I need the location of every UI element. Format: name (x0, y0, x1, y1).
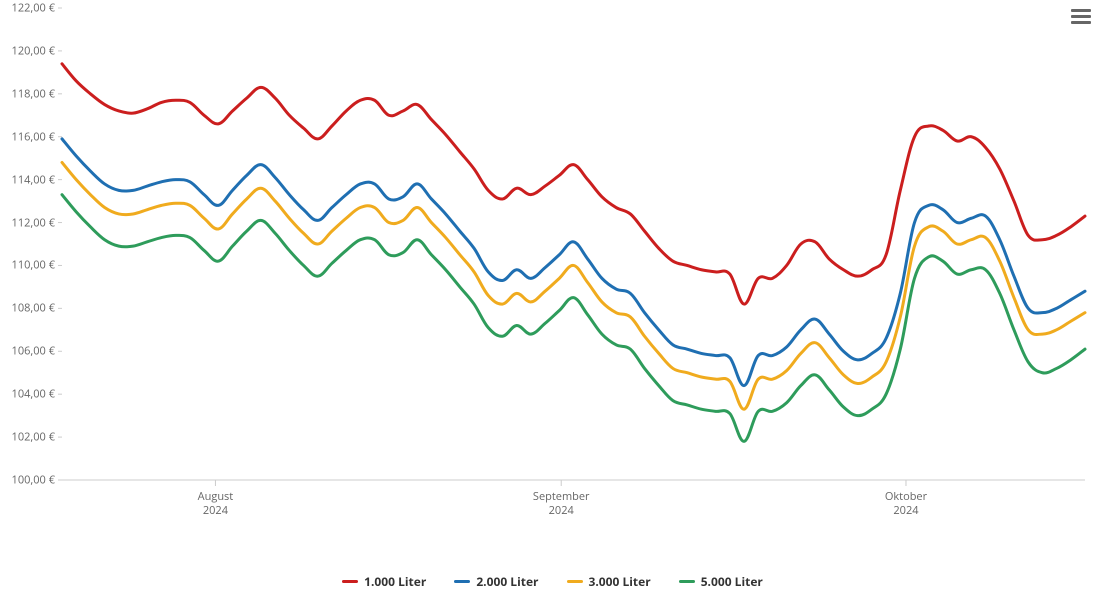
series-line (62, 139, 1085, 386)
x-axis-tick-label: September2024 (533, 490, 590, 519)
y-axis-tick-label: 116,00 € (12, 129, 55, 144)
y-axis-tick-label: 112,00 € (12, 215, 55, 230)
y-axis-tick-label: 114,00 € (12, 172, 55, 187)
legend-item[interactable]: 5.000 Liter (679, 573, 763, 590)
x-axis-tick-label: August2024 (198, 490, 234, 519)
legend-label: 2.000 Liter (476, 573, 538, 590)
legend-item[interactable]: 2.000 Liter (454, 573, 538, 590)
legend-label: 5.000 Liter (701, 573, 763, 590)
y-axis-tick-label: 108,00 € (12, 301, 55, 316)
series-line (62, 162, 1085, 409)
legend-item[interactable]: 3.000 Liter (567, 573, 651, 590)
y-axis-tick-label: 110,00 € (12, 258, 55, 273)
series-line (62, 64, 1085, 304)
legend-swatch (567, 580, 583, 583)
legend-label: 1.000 Liter (364, 573, 426, 590)
price-chart: 100,00 € 102,00 € 104,00 € 106,00 € 108,00 €… (0, 0, 1105, 602)
legend-swatch (679, 580, 695, 583)
chart-legend: 1.000 Liter 2.000 Liter 3.000 Liter 5.000 L… (0, 573, 1105, 590)
y-axis-tick-label: 106,00 € (12, 344, 55, 359)
legend-label: 3.000 Liter (589, 573, 651, 590)
y-axis-tick-label: 102,00 € (12, 430, 55, 445)
legend-swatch (342, 580, 358, 583)
x-axis-tick-label: Oktober2024 (885, 490, 927, 519)
series-line (62, 195, 1085, 442)
legend-swatch (454, 580, 470, 583)
y-axis-tick-label: 104,00 € (12, 387, 55, 402)
y-axis-tick-label: 122,00 € (12, 1, 55, 16)
y-axis-tick-label: 120,00 € (12, 43, 55, 58)
y-axis-tick-label: 118,00 € (12, 86, 55, 101)
legend-item[interactable]: 1.000 Liter (342, 573, 426, 590)
y-axis-tick-label: 100,00 € (12, 473, 55, 488)
